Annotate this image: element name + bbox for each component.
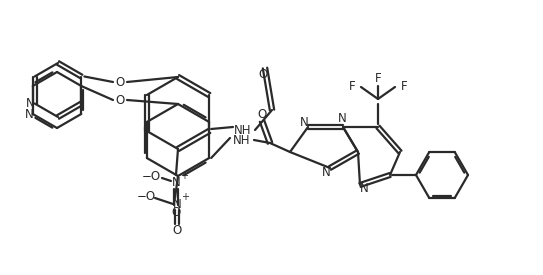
Text: N: N	[24, 108, 33, 120]
Text: O: O	[115, 94, 125, 106]
Text: O: O	[258, 68, 268, 81]
Text: NH: NH	[233, 133, 251, 147]
Text: N: N	[26, 97, 35, 110]
Text: N: N	[172, 177, 180, 189]
Text: N: N	[321, 166, 330, 178]
Text: N: N	[359, 183, 368, 196]
Text: F: F	[349, 79, 355, 92]
Text: −O: −O	[136, 191, 155, 204]
Text: NH: NH	[234, 123, 252, 136]
Text: F: F	[401, 79, 407, 92]
Text: F: F	[375, 72, 381, 84]
Text: N: N	[173, 197, 181, 210]
Text: N: N	[338, 112, 346, 125]
Text: O: O	[172, 224, 181, 238]
Text: +: +	[181, 192, 189, 202]
Text: −O: −O	[141, 170, 161, 183]
Text: +: +	[180, 171, 188, 181]
Text: O: O	[257, 108, 267, 120]
Text: N: N	[300, 117, 308, 130]
Text: O: O	[115, 76, 125, 89]
Text: O: O	[172, 205, 181, 219]
